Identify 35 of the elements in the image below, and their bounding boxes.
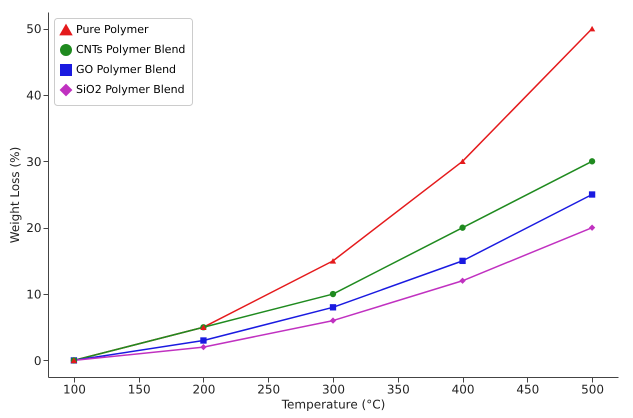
point [459,158,466,164]
x-tick-label: 150 [128,382,151,396]
point [459,278,466,284]
point [588,224,596,231]
point [588,191,596,198]
point [588,158,596,164]
x-axis-title: Temperature (°C) [280,398,386,412]
x-tick-label: 300 [322,382,345,396]
x-tick-label: 250 [257,382,280,396]
legend-label: Pure Polymer [76,23,149,36]
x-tick-label: 400 [452,382,474,396]
legend-label: SiO2 Polymer Blend [76,83,185,96]
y-tick-label: 30 [26,154,42,169]
point [459,224,466,231]
y-tick-label: 50 [26,22,42,36]
point [459,258,466,264]
point [200,344,207,350]
legend-label: CNTs Polymer Blend [76,43,186,56]
x-tick-label: 350 [386,382,410,396]
legend-label: GO Polymer Blend [76,63,176,76]
y-tick-label: 40 [26,88,42,102]
x-tick-label: 100 [62,382,86,396]
point [588,26,596,32]
point [330,304,336,310]
x-tick-label: 500 [581,382,604,396]
point [330,317,336,324]
point [200,337,207,344]
point [330,290,336,298]
y-tick-label: 0 [34,354,42,368]
x-tick-label: 200 [192,382,216,396]
x-tick-label: 450 [516,382,540,396]
point [330,258,336,264]
y-tick-label: 20 [26,221,42,236]
y-tick-label: 10 [26,288,42,302]
y-axis-title: Weight Loss (%) [8,146,22,244]
